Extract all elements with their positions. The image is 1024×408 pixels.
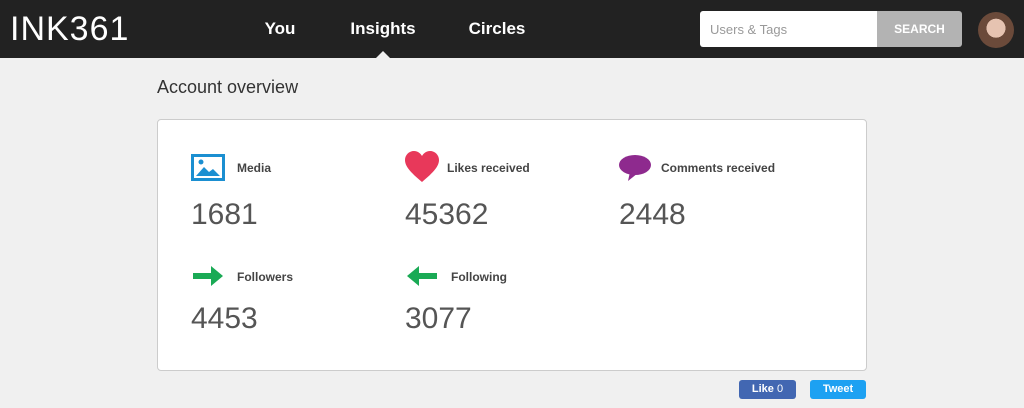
search-input[interactable]: Users & Tags — [700, 11, 877, 47]
like-count: 0 — [776, 383, 784, 395]
brand[interactable]: INK361 — [10, 10, 130, 48]
followers-icon — [193, 266, 223, 286]
tweet-button[interactable]: Tweet — [810, 380, 866, 399]
stat-label: Followers — [237, 270, 294, 284]
stat-label: Following — [451, 270, 507, 284]
stat-value: 45362 — [405, 198, 489, 231]
heart-icon — [405, 151, 439, 182]
overview-card — [157, 119, 867, 371]
nav-item[interactable]: Circles — [468, 19, 526, 38]
like-button[interactable]: Like 0 — [739, 380, 796, 399]
search-button[interactable]: SEARCH — [877, 11, 962, 47]
stat-label: Media — [237, 161, 272, 175]
avatar[interactable] — [978, 12, 1014, 48]
section-title: Account overview — [157, 77, 299, 97]
stat-label: Likes received — [447, 161, 530, 175]
active-indicator — [376, 51, 390, 58]
comment-icon — [619, 155, 651, 181]
stat-value: 4453 — [191, 302, 258, 335]
stat-value: 1681 — [191, 198, 258, 231]
stat-value: 2448 — [619, 198, 686, 231]
media-icon — [191, 154, 225, 181]
nav-item[interactable]: Insights — [350, 19, 416, 38]
stat-label: Comments received — [661, 161, 776, 175]
stat-value: 3077 — [405, 302, 472, 335]
top-bar: INK361 You Insights Circles Users & Tags… — [0, 0, 1024, 58]
following-icon — [407, 266, 437, 286]
like-text: Like — [751, 383, 774, 395]
nav-item[interactable]: You — [264, 19, 296, 38]
